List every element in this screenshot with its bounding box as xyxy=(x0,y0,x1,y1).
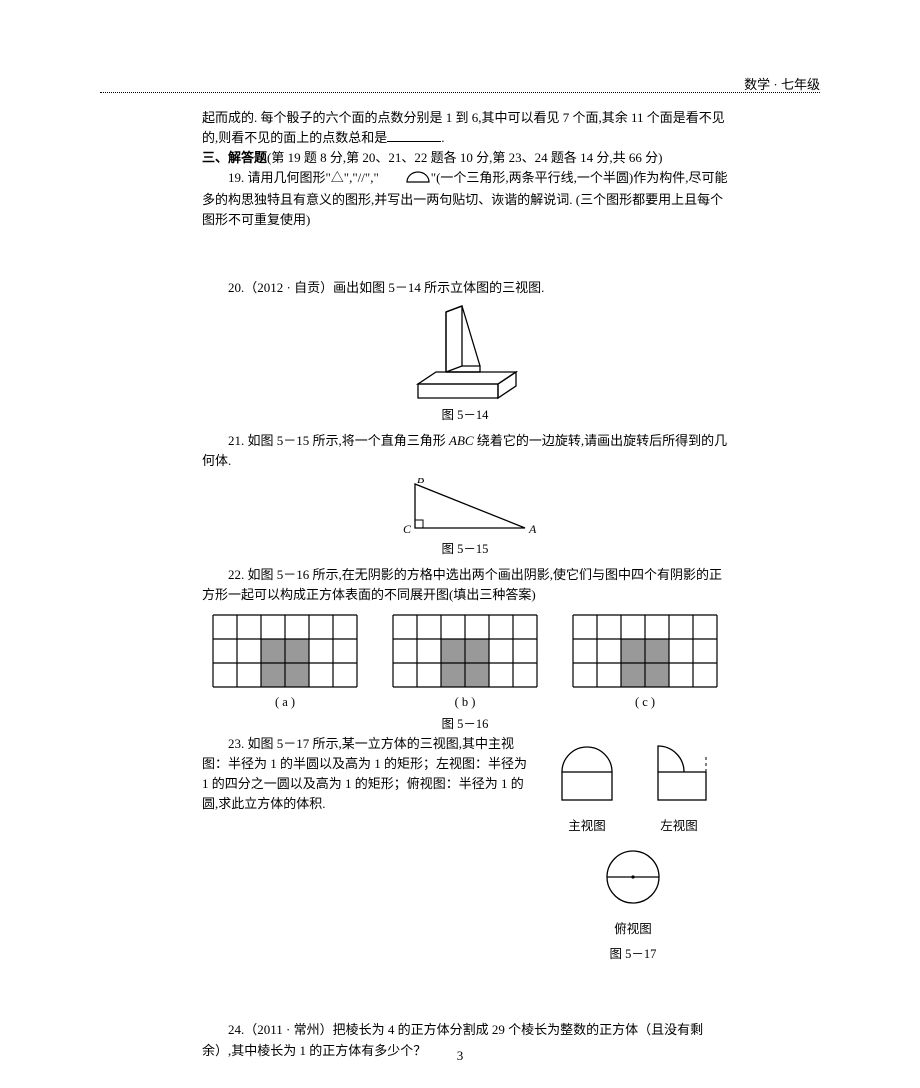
section-3-header: 三、解答题(第 19 题 8 分,第 20、21、22 题各 10 分,第 23… xyxy=(202,148,728,168)
top-view-icon xyxy=(596,845,670,911)
sublabel-c: ( c ) xyxy=(569,693,721,712)
header-subject: 数学 · 七年级 xyxy=(744,77,820,92)
intro-text: 起而成的. 每个骰子的六个面的点数分别是 1 到 6,其中可以看见 7 个面,其… xyxy=(202,110,725,145)
section-scoring: (第 19 题 8 分,第 20、21、22 题各 10 分,第 23、24 题… xyxy=(267,150,662,165)
fill-blank xyxy=(387,129,441,142)
question-20: 20.（2012 · 自贡）画出如图 5－14 所示立体图的三视图. xyxy=(202,278,728,298)
intro-paragraph: 起而成的. 每个骰子的六个面的点数分别是 1 到 6,其中可以看见 7 个面,其… xyxy=(202,108,728,148)
triangle-abc-icon: B C A xyxy=(385,478,545,538)
sublabel-b: ( b ) xyxy=(389,693,541,712)
q19-prefix: 19. 请用几何图形"△","//"," xyxy=(228,170,379,185)
q21-text-a: 21. 如图 5－15 所示,将一个直角三角形 xyxy=(228,433,449,448)
grid-sublabels: ( a ) ( b ) ( c ) xyxy=(202,693,728,712)
label-A: A xyxy=(528,522,537,536)
grid-b xyxy=(389,613,541,689)
q21-abc: ABC xyxy=(449,433,474,448)
solid-3d-icon xyxy=(400,304,530,404)
label-C: C xyxy=(403,522,412,536)
main-content: 起而成的. 每个骰子的六个面的点数分别是 1 到 6,其中可以看见 7 个面,其… xyxy=(202,108,728,1061)
front-view-label: 主视图 xyxy=(550,817,624,836)
q23-text: 23. 如图 5－17 所示,某一立方体的三视图,其中主视图：半径为 1 的半圆… xyxy=(202,736,527,811)
header-divider xyxy=(100,92,820,93)
front-view-icon xyxy=(550,734,624,808)
spacer-2 xyxy=(202,964,728,1020)
fig-5-17-label: 图 5－17 xyxy=(538,945,728,964)
q20-text: 20.（2012 · 自贡）画出如图 5－14 所示立体图的三视图. xyxy=(228,280,544,295)
grid-c xyxy=(569,613,721,689)
grid-a xyxy=(209,613,361,689)
left-view-label: 左视图 xyxy=(642,817,716,836)
page-header: 数学 · 七年级 xyxy=(744,74,820,93)
sublabel-a: ( a ) xyxy=(209,693,361,712)
figure-5-17: 主视图 左视图 xyxy=(538,734,728,964)
figure-5-15: B C A 图 5－15 xyxy=(202,478,728,559)
question-21: 21. 如图 5－15 所示,将一个直角三角形 ABC 绕着它的一边旋转,请画出… xyxy=(202,431,728,471)
label-B: B xyxy=(417,478,425,486)
section-title: 三、解答题 xyxy=(202,150,267,165)
fig-5-16-label: 图 5－16 xyxy=(202,715,728,734)
question-19: 19. 请用几何图形"△","//",""(一个三角形,两条平行线,一个半圆)作… xyxy=(202,168,728,229)
fig-5-14-label: 图 5－14 xyxy=(202,406,728,425)
q22-text: 22. 如图 5－16 所示,在无阴影的方格中选出两个画出阴影,使它们与图中四个… xyxy=(202,567,722,602)
spacer xyxy=(202,230,728,278)
intro-period: . xyxy=(441,130,444,145)
question-22: 22. 如图 5－16 所示,在无阴影的方格中选出两个画出阴影,使它们与图中四个… xyxy=(202,565,728,605)
left-view-icon xyxy=(642,734,716,808)
fig-5-15-label: 图 5－15 xyxy=(202,540,728,559)
question-23-block: 主视图 左视图 xyxy=(202,734,728,964)
figure-5-14: 图 5－14 xyxy=(202,304,728,425)
figure-5-16-grids xyxy=(202,613,728,689)
top-view-label: 俯视图 xyxy=(596,920,670,939)
semicircle-icon xyxy=(379,169,431,189)
page-number: 3 xyxy=(0,1048,920,1064)
